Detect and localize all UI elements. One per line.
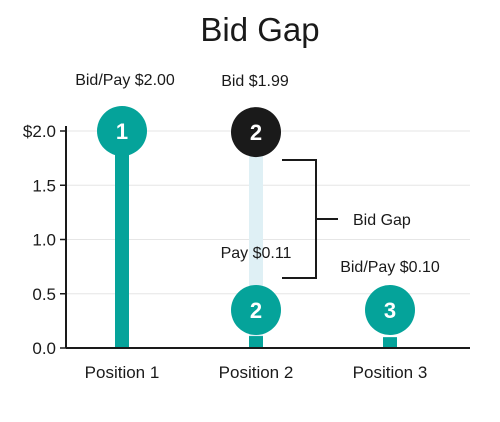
x-category-label: Position 2 xyxy=(219,363,294,382)
stem xyxy=(383,337,397,348)
y-tick-labels: 0.0 0.5 1.0 1.5 $2.0 xyxy=(23,122,56,358)
chart-title: Bid Gap xyxy=(200,11,319,48)
lollipop-markers: 1 2 2 3 xyxy=(97,106,415,335)
axes xyxy=(65,126,470,349)
stem xyxy=(115,131,129,348)
y-tick-label: $2.0 xyxy=(23,122,56,141)
x-category-label: Position 3 xyxy=(353,363,428,382)
marker-rank: 1 xyxy=(116,119,128,144)
marker-rank: 3 xyxy=(384,298,396,323)
marker-circle xyxy=(231,107,281,158)
x-category-labels: Position 1 Position 2 Position 3 xyxy=(85,363,428,382)
lollipop-stems xyxy=(115,131,397,348)
gap-bracket xyxy=(282,159,338,279)
bid-gap-band xyxy=(249,132,263,337)
y-tick-label: 1.5 xyxy=(32,176,56,195)
marker-circle xyxy=(365,285,415,335)
x-category-label: Position 1 xyxy=(85,363,160,382)
marker-circle xyxy=(231,285,281,335)
marker-labels: Bid/Pay $2.00 Bid $1.99 Pay $0.11 Bid/Pay $… xyxy=(75,72,440,276)
marker-label: Bid/Pay $0.10 xyxy=(340,259,440,276)
marker-rank: 2 xyxy=(250,120,262,145)
y-tick-label: 1.0 xyxy=(32,231,56,250)
y-tick-label: 0.5 xyxy=(32,285,56,304)
marker-rank: 2 xyxy=(250,298,262,323)
marker-label: Pay $0.11 xyxy=(221,245,292,262)
gap-label: Bid Gap xyxy=(353,212,411,229)
marker-circle xyxy=(97,106,147,156)
y-tick-label: 0.0 xyxy=(32,339,56,358)
marker-label: Bid $1.99 xyxy=(221,73,289,90)
marker-label: Bid/Pay $2.00 xyxy=(75,72,175,89)
stem xyxy=(249,336,263,348)
bid-gap-annotation: Bid Gap xyxy=(282,159,411,279)
